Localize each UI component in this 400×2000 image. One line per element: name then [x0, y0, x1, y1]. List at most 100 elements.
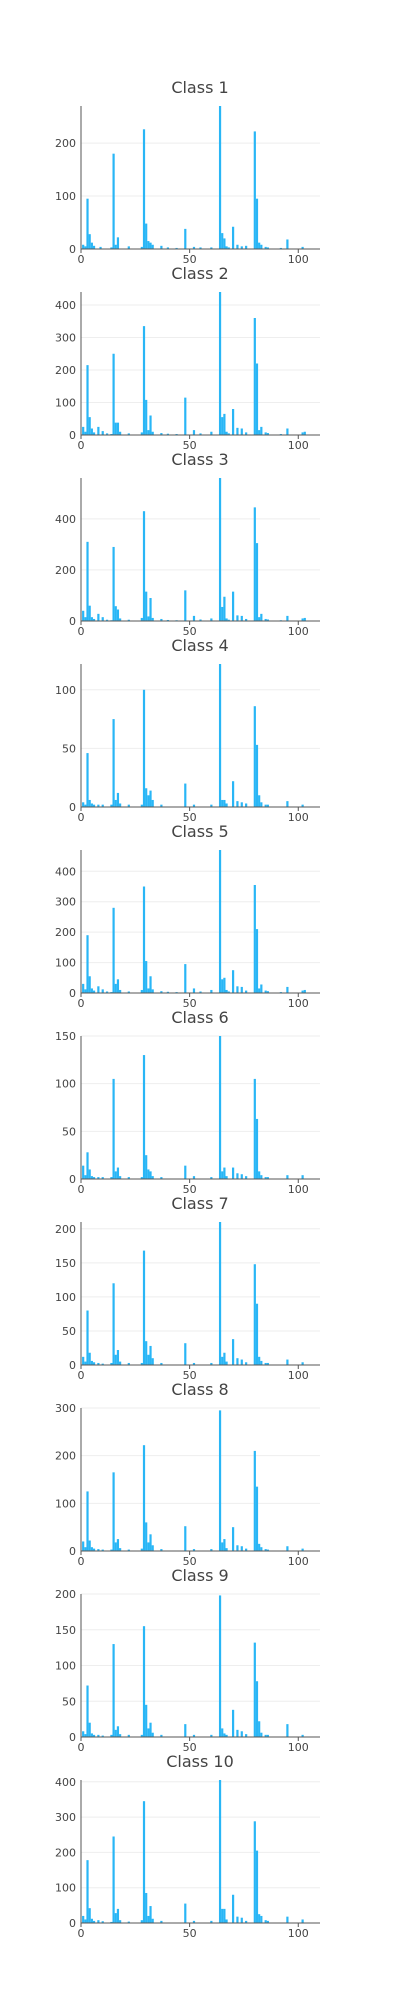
bar	[119, 1920, 122, 1923]
bar	[192, 1920, 196, 1923]
chart-title: Class 5	[171, 822, 229, 841]
bar	[84, 1175, 87, 1179]
bar	[145, 591, 148, 621]
bar	[264, 1177, 267, 1179]
x-tick-label: 100	[288, 625, 309, 638]
bar	[140, 804, 143, 807]
bar	[301, 990, 304, 993]
bar	[88, 1540, 91, 1551]
bar	[260, 1732, 263, 1737]
bar	[112, 1836, 115, 1923]
bar	[116, 1908, 120, 1923]
bar	[116, 422, 120, 435]
bar	[221, 417, 224, 435]
y-tick-label: 100	[55, 957, 76, 970]
y-tick-label: 0	[69, 987, 76, 1000]
bar	[231, 591, 235, 621]
x-tick-label: 100	[288, 1369, 309, 1382]
bar	[218, 292, 222, 435]
bar	[97, 613, 100, 621]
bar	[221, 1356, 224, 1365]
bar	[114, 1171, 117, 1179]
bar	[253, 1078, 256, 1179]
bar	[88, 1169, 91, 1179]
bar	[149, 242, 152, 249]
bar	[221, 1908, 224, 1923]
bar	[240, 1917, 243, 1923]
bar	[255, 744, 259, 807]
bar	[127, 1921, 130, 1923]
bar	[101, 989, 104, 993]
bar	[147, 795, 150, 807]
bar	[151, 1176, 154, 1179]
bar	[119, 1361, 122, 1365]
bar	[264, 618, 267, 621]
bar	[245, 803, 248, 807]
bar	[151, 431, 154, 435]
bar	[114, 606, 117, 621]
bar	[286, 986, 289, 993]
y-tick-label: 100	[55, 190, 76, 203]
bar	[286, 615, 289, 621]
y-tick-label: 400	[55, 865, 76, 878]
bar	[231, 1894, 235, 1923]
y-tick-label: 100	[55, 1882, 76, 1895]
bar	[142, 129, 146, 249]
bar	[90, 988, 93, 993]
bar	[258, 242, 261, 249]
bar	[253, 1264, 256, 1365]
chart-title: Class 6	[171, 1008, 229, 1027]
bar	[192, 615, 196, 621]
bar	[218, 1410, 222, 1551]
bar	[240, 428, 243, 435]
bar	[258, 617, 261, 621]
chart-title: Class 7	[171, 1194, 229, 1213]
y-tick-label: 150	[55, 1257, 76, 1270]
bar	[105, 619, 109, 621]
chart-panel: Class 5 0 100 200 300 400 0 50 100	[0, 822, 400, 1010]
bar	[184, 783, 187, 807]
bar	[218, 664, 222, 807]
x-tick-label: 50	[183, 1555, 197, 1568]
bar	[223, 977, 226, 993]
bar	[92, 1734, 96, 1737]
bar	[286, 1916, 289, 1923]
bar	[149, 790, 152, 807]
x-tick-label: 0	[78, 1555, 85, 1568]
bar	[97, 804, 100, 807]
bar	[101, 1921, 104, 1923]
bar	[210, 618, 213, 621]
bar	[160, 1362, 163, 1365]
bar	[97, 1177, 100, 1179]
bar-chart: 0 50 100 150 200 0 50 100	[55, 1588, 320, 1754]
bar-chart: 0 100 200 300 0 50 100	[55, 1402, 320, 1568]
bar	[114, 799, 117, 807]
bar	[223, 1352, 226, 1365]
bar	[151, 989, 154, 993]
bar	[210, 431, 213, 435]
bar	[82, 426, 85, 435]
bar	[97, 986, 100, 993]
bar	[116, 979, 120, 993]
bar	[260, 1360, 263, 1365]
bar	[184, 1343, 187, 1365]
bar	[218, 1780, 222, 1923]
x-tick-label: 100	[288, 811, 309, 824]
bar	[199, 619, 202, 621]
bar	[286, 1546, 289, 1551]
bar	[90, 1733, 93, 1737]
bar	[92, 245, 96, 249]
bar	[160, 433, 163, 435]
x-tick-label: 100	[288, 1741, 309, 1754]
bar	[231, 226, 235, 249]
x-tick-label: 0	[78, 253, 85, 266]
bar	[142, 511, 146, 621]
bar	[116, 1167, 120, 1179]
x-tick-label: 50	[183, 1369, 197, 1382]
bar	[260, 426, 263, 435]
bar	[149, 598, 152, 621]
bar	[84, 804, 87, 807]
y-tick-label: 100	[55, 1660, 76, 1673]
bar	[116, 1726, 120, 1737]
bar	[88, 1352, 91, 1365]
